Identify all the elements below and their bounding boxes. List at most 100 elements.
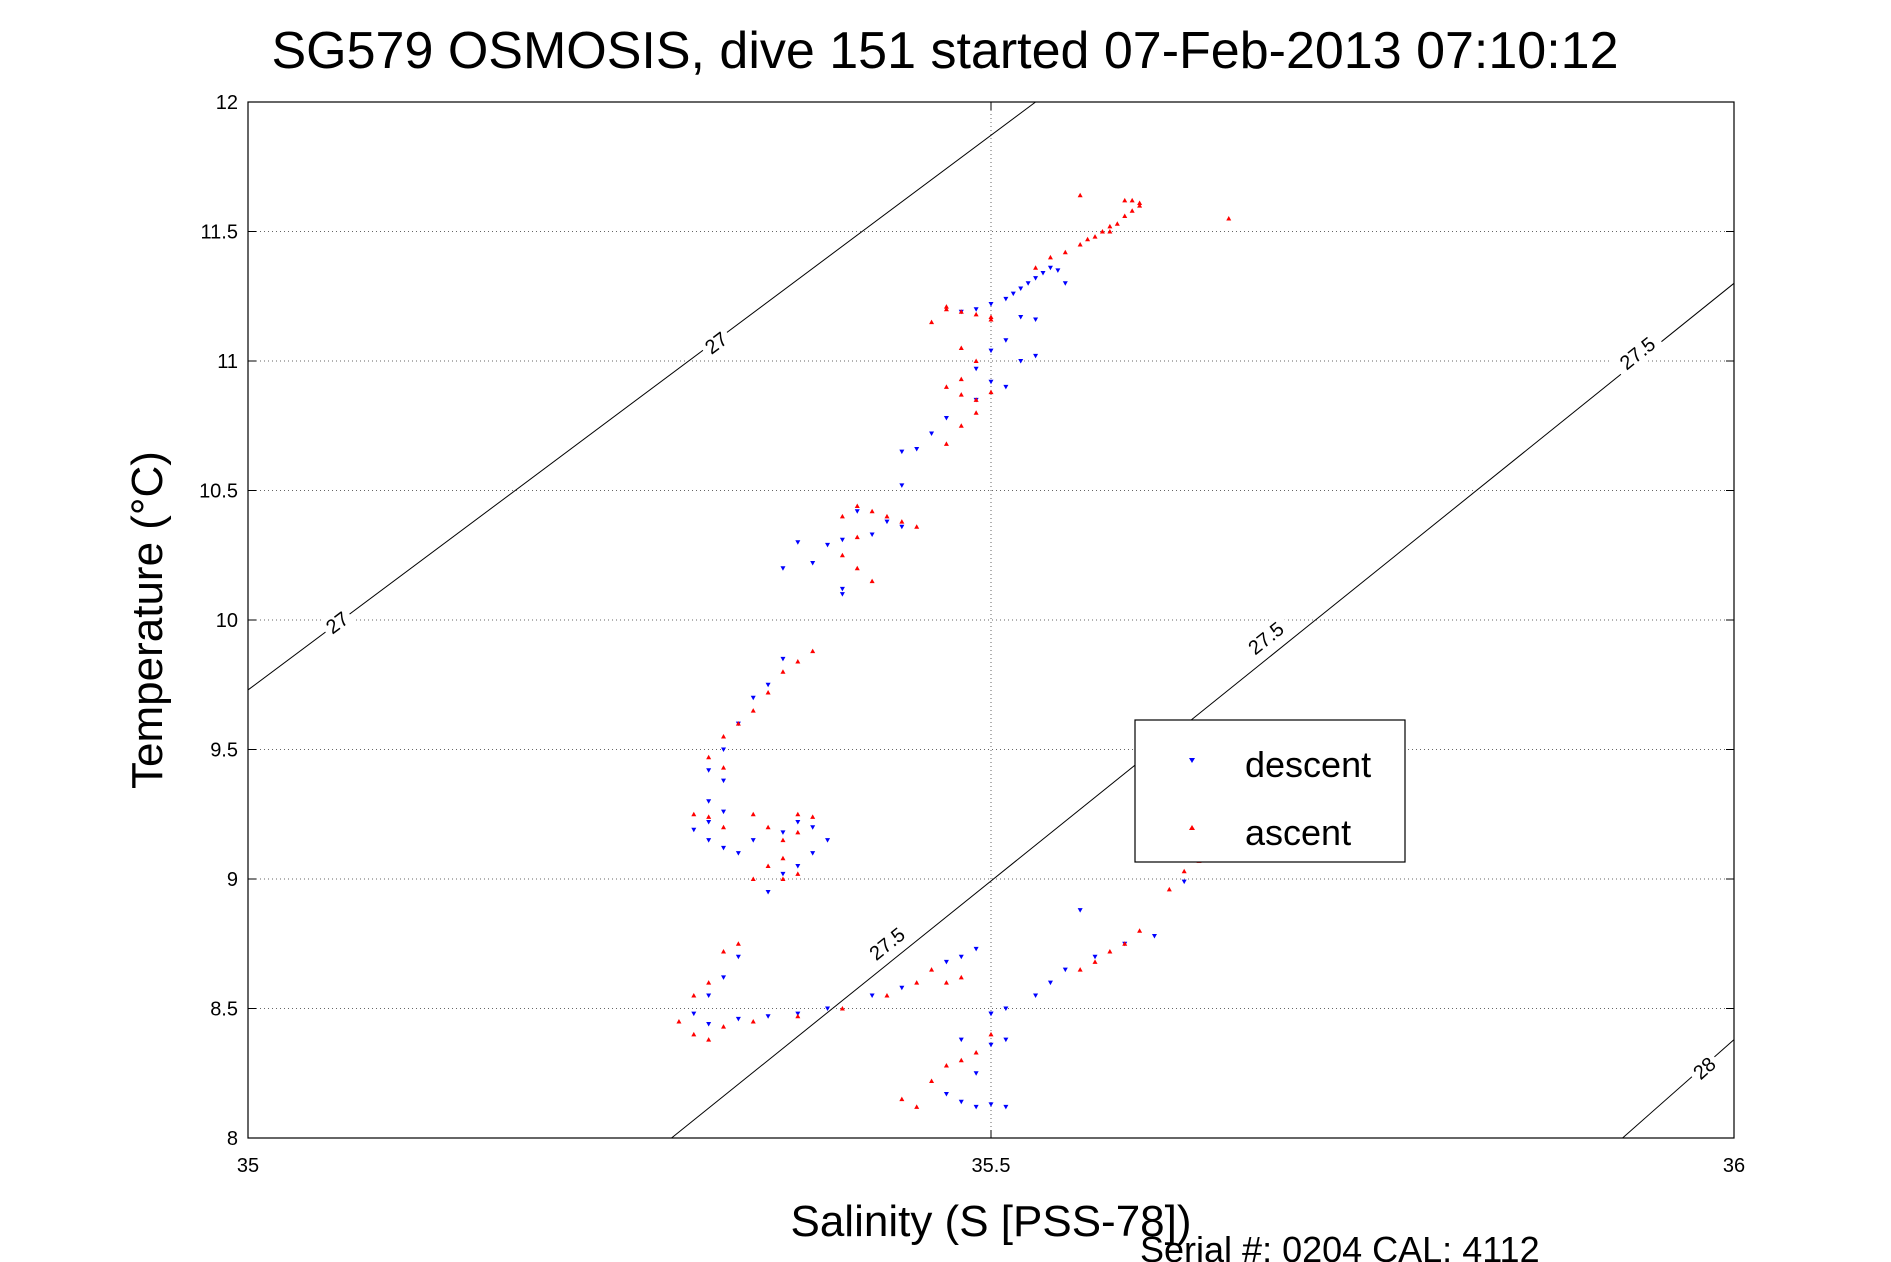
descent-point [795, 864, 801, 869]
descent-point [810, 561, 816, 566]
contour-label: 28 [1689, 1053, 1720, 1084]
contour-label-bg [697, 325, 735, 361]
descent-point [1181, 879, 1187, 885]
density-contour-line [1622, 1039, 1735, 1139]
descent-point [869, 532, 875, 538]
ascent-point [1166, 886, 1172, 892]
ascent-point [1099, 229, 1105, 234]
ascent-point [1107, 949, 1113, 954]
descent-point [899, 449, 905, 455]
descent-point [839, 537, 845, 543]
descent-point [1010, 291, 1016, 297]
ascent-point [1092, 959, 1098, 964]
descent-point [988, 302, 994, 307]
axis-ticks: 35 35.5 36 8 8.5 9 9.5 10 10.5 11 11.5 12 [199, 92, 1745, 1177]
descent-point [780, 871, 786, 877]
descent-point [706, 799, 712, 804]
ascent-point [1077, 241, 1083, 247]
ascent-point [988, 314, 994, 319]
ascent-point [839, 552, 845, 558]
descent-point [1033, 353, 1039, 359]
ascent-point [810, 814, 816, 819]
ascent-point [721, 1024, 727, 1029]
descent-point [1040, 270, 1046, 276]
ascent-point [1114, 221, 1120, 226]
descent-point [795, 540, 801, 545]
ascent-point [1092, 234, 1098, 239]
descent-point [943, 959, 949, 965]
descent-point [839, 586, 845, 592]
contour-label: 27 [701, 328, 732, 359]
ascent-point [973, 410, 979, 415]
ascent-point [958, 423, 964, 428]
y-tick-label: 10 [216, 610, 238, 632]
descent-point [943, 1091, 949, 1097]
contour-label-bg [1685, 1049, 1723, 1087]
ascent-point [1107, 229, 1113, 234]
descent-point [706, 820, 712, 825]
descent-point [1033, 993, 1039, 999]
legend-box [1134, 719, 1406, 863]
ascent-point [914, 980, 920, 985]
ascent-point [1085, 236, 1091, 242]
ascent-point [1181, 868, 1187, 874]
descent-point [1062, 281, 1068, 286]
descent-point [1092, 954, 1098, 960]
ascent-point [735, 941, 741, 946]
descent-point [1055, 268, 1061, 273]
ascent-point [780, 669, 786, 674]
ascent-point [721, 949, 727, 954]
ascent-point [1122, 197, 1128, 203]
descent-point [706, 768, 712, 773]
ascent-point [899, 519, 905, 524]
descent-point [899, 483, 905, 488]
ascent-point [780, 837, 786, 843]
descent-point [765, 1014, 771, 1019]
ascent-point [706, 814, 712, 819]
descent-point [988, 1011, 994, 1017]
descent-point [765, 889, 771, 895]
ascent-point [854, 565, 860, 571]
descent-point [973, 1071, 979, 1076]
ascent-point [943, 304, 949, 309]
descent-point [973, 307, 979, 312]
ascent-point [839, 1006, 845, 1011]
ascent-point [795, 829, 801, 835]
descent-point [825, 838, 831, 843]
ascent-point [958, 309, 964, 314]
ascent-point [988, 1031, 994, 1037]
descent-point [1047, 265, 1053, 271]
ascent-point [780, 855, 786, 861]
descent-point [1018, 314, 1024, 320]
ascent-point [943, 384, 949, 389]
legend-descent-label: descent [1245, 744, 1371, 785]
ascent-point [958, 392, 964, 397]
x-tick-label: 36 [1723, 1155, 1745, 1177]
ascent-point [1129, 208, 1135, 213]
ascent-point [676, 1018, 682, 1024]
density-contour-line [671, 282, 1735, 1139]
contour-label-bg [1610, 328, 1665, 379]
descent-point [914, 447, 920, 452]
descent-point [988, 379, 994, 385]
chart-title: SG579 OSMOSIS, dive 151 started 07-Feb-2… [271, 22, 1618, 80]
ascent-point [988, 317, 994, 322]
ascent-point [914, 1104, 920, 1109]
ascent-point [958, 376, 964, 382]
descent-point [706, 993, 712, 999]
ascent-point [973, 1050, 979, 1055]
ascent-point [973, 311, 979, 317]
descent-point [1018, 286, 1024, 291]
ascent-point [765, 824, 771, 830]
descent-point [1033, 317, 1039, 323]
descent-point [810, 825, 816, 830]
x-tick-label: 35 [237, 1155, 259, 1177]
ascent-point [943, 980, 949, 985]
descent-point [795, 820, 801, 825]
ascent-point [750, 876, 756, 881]
ascent-point [721, 824, 727, 830]
ascent-point [973, 358, 979, 363]
ascent-point [765, 863, 771, 869]
ascent-point [973, 397, 979, 402]
ascent-point [691, 811, 697, 817]
